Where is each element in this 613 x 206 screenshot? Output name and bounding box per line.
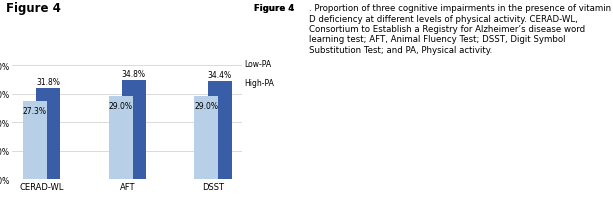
Bar	[208, 82, 232, 179]
Bar	[122, 81, 146, 179]
Bar	[109, 97, 132, 179]
Text: 27.3%: 27.3%	[23, 106, 47, 115]
Text: Figure 4: Figure 4	[6, 2, 61, 15]
Text: 34.8%: 34.8%	[122, 69, 146, 78]
Text: 29.0%: 29.0%	[109, 101, 132, 110]
Text: Low-PA: Low-PA	[245, 60, 272, 69]
Text: High-PA: High-PA	[245, 79, 274, 88]
Text: 34.4%: 34.4%	[208, 70, 232, 79]
Text: 29.0%: 29.0%	[194, 101, 218, 110]
Text: Figure 4: Figure 4	[254, 4, 295, 13]
Text: . Proportion of three cognitive impairments in the presence of vitamin D deficie: . Proportion of three cognitive impairme…	[309, 4, 611, 54]
Text: Figure 4: Figure 4	[254, 4, 295, 13]
Bar	[23, 102, 47, 179]
Bar	[194, 97, 218, 179]
Bar	[36, 89, 60, 179]
Text: 31.8%: 31.8%	[36, 78, 60, 87]
